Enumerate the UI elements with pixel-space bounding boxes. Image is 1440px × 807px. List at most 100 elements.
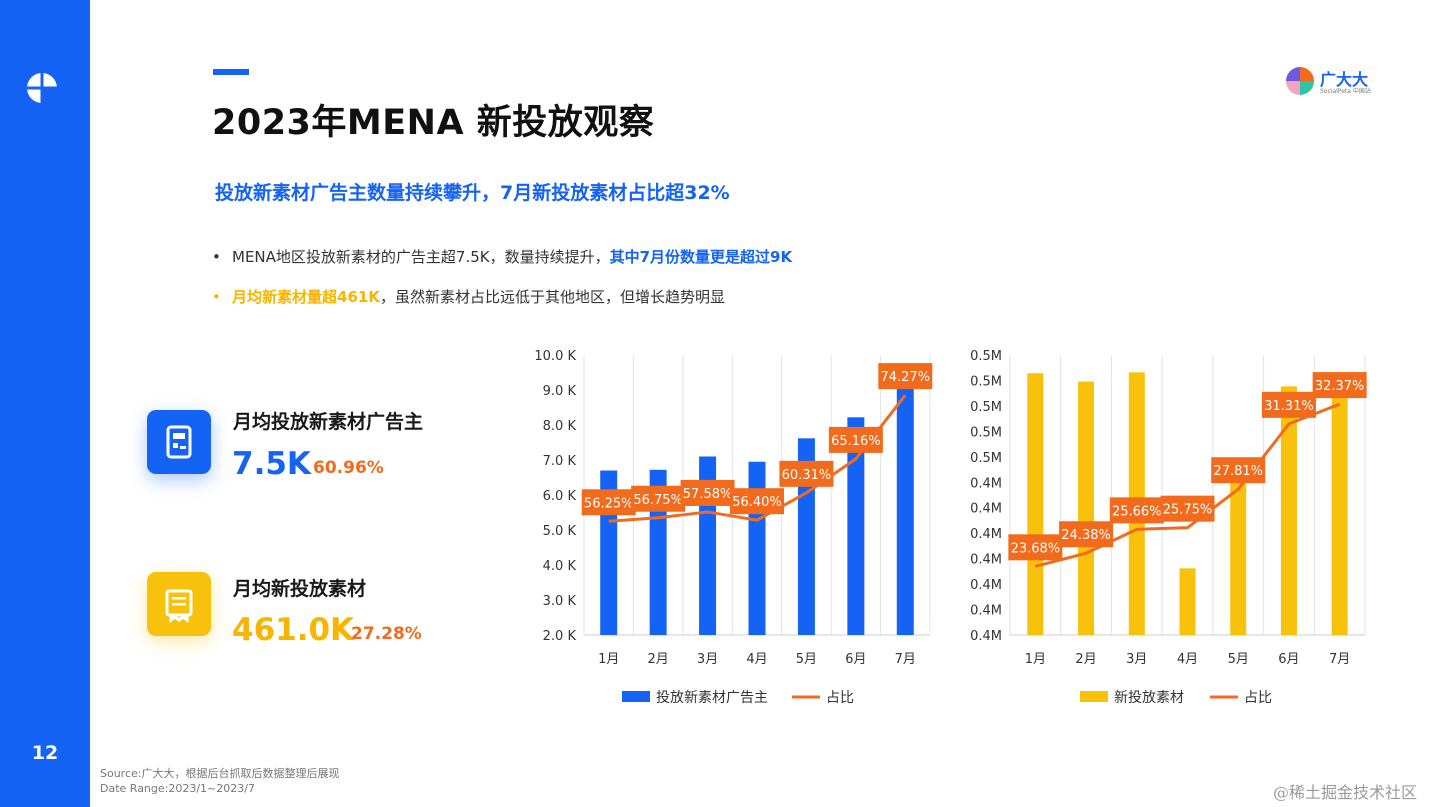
page-subtitle: 投放新素材广告主数量持续攀升，7月新投放素材占比超32% — [215, 182, 730, 204]
legend-bar-swatch — [1080, 691, 1108, 702]
data-label-box — [779, 460, 834, 487]
page-number: 12 — [31, 742, 59, 764]
y-tick-label: 4.0 K — [543, 559, 577, 574]
creative-doc-icon — [147, 572, 211, 636]
data-label-box — [1261, 391, 1316, 418]
bar-2月 — [1078, 381, 1095, 635]
kpi-advertiser-label: 月均投放新素材广告主 — [233, 411, 424, 433]
pie-logo-icon — [26, 72, 58, 104]
data-label-5月: 60.31% — [782, 468, 832, 483]
data-label-box — [878, 363, 933, 390]
y-tick-label: 9.0 K — [543, 384, 577, 399]
kpi-creative-pct: 27.28% — [351, 624, 422, 644]
kpi-advertiser-pct: 60.96% — [313, 458, 384, 478]
y-tick-label: 5.0 K — [543, 524, 577, 539]
data-label-3月: 57.58% — [683, 487, 733, 502]
kpi-creative-value: 461.0K — [232, 612, 355, 648]
x-tick-label: 6月 — [1278, 652, 1299, 667]
creative-doc-glyph — [165, 589, 193, 623]
bullet-point-1: • MENA地区投放新素材的广告主超7.5K，数量持续提升，其中7月份数量更是超过… — [212, 246, 792, 267]
y-tick-label: 0.5M — [970, 349, 1002, 364]
bar-6月 — [847, 417, 865, 635]
data-label-box — [1312, 372, 1367, 399]
title-accent-bar — [213, 69, 249, 75]
bullet-dot: • — [212, 288, 221, 306]
bullet-dot: • — [212, 248, 221, 266]
x-tick-label: 3月 — [697, 652, 718, 667]
brand-logo: 广大大 SocialPeta 中国站 — [1286, 66, 1386, 98]
legend-line-label: 占比 — [826, 690, 854, 706]
bar-7月 — [896, 381, 914, 635]
y-tick-label: 0.5M — [970, 425, 1002, 440]
page-title: 2023年MENA 新投放观察 — [212, 103, 655, 143]
date-range-line: Date Range:2023/1~2023/7 — [100, 782, 255, 795]
advertiser-card-glyph — [166, 425, 192, 459]
data-label-7月: 32.37% — [1315, 379, 1365, 394]
x-tick-label: 1月 — [598, 652, 619, 667]
advertiser-combo-chart: 10.0 K 9.0 K 8.0 K 7.0 K 6.0 K 5.0 K 4.0 K 3.0 … — [534, 349, 933, 706]
data-label-7月: 74.27% — [880, 370, 930, 385]
x-tick-label: 5月 — [1228, 652, 1249, 667]
y-tick-label: 3.0 K — [543, 594, 577, 609]
x-tick-label: 6月 — [845, 652, 866, 667]
data-label-box — [1211, 457, 1266, 484]
data-label-box — [1109, 497, 1164, 524]
data-label-3月: 25.66% — [1112, 504, 1162, 519]
data-label-2月: 24.38% — [1061, 528, 1111, 543]
y-tick-label: 0.5M — [970, 374, 1002, 389]
data-label-1月: 56.25% — [584, 496, 634, 511]
y-tick-label: 0.4M — [970, 553, 1002, 568]
x-tick-label: 7月 — [895, 652, 916, 667]
bar-7月 — [1331, 383, 1348, 635]
brand-pie-icon — [1286, 67, 1314, 95]
source-note: Source:广大大，根据后台抓取后数据整理后展现 Date Range:202… — [100, 766, 340, 796]
watermark: @稀土掘金技术社区 — [1273, 783, 1418, 802]
data-label-box — [828, 426, 883, 453]
data-label-box — [1008, 534, 1063, 561]
bar-5月 — [1230, 459, 1247, 635]
data-label-box — [1059, 521, 1114, 548]
bar-4月 — [1179, 568, 1196, 635]
x-tick-label: 1月 — [1025, 652, 1046, 667]
x-tick-label: 3月 — [1126, 652, 1147, 667]
source-line: Source:广大大，根据后台抓取后数据整理后展现 — [100, 767, 340, 780]
y-tick-label: 6.0 K — [543, 489, 577, 504]
advertiser-card-icon — [147, 410, 211, 474]
data-label-4月: 56.40% — [732, 495, 782, 510]
legend-line-label: 占比 — [1244, 690, 1272, 706]
y-tick-label: 10.0 K — [534, 349, 576, 364]
bullet-text: ，虽然新素材占比远低于其他地区，但增长趋势明显 — [379, 288, 725, 306]
y-tick-label: 8.0 K — [543, 419, 577, 434]
bar-6月 — [1280, 386, 1297, 635]
x-tick-label: 2月 — [648, 652, 669, 667]
x-tick-label: 5月 — [796, 652, 817, 667]
data-label-2月: 56.75% — [633, 493, 683, 508]
legend-bar-swatch — [622, 691, 650, 702]
y-tick-label: 0.5M — [970, 400, 1002, 415]
y-tick-label: 0.4M — [970, 604, 1002, 619]
brand-name: 广大大 — [1320, 70, 1369, 89]
bar-4月 — [748, 461, 766, 635]
data-label-box — [730, 488, 784, 515]
y-tick-label: 0.4M — [970, 629, 1002, 644]
y-tick-label: 0.4M — [970, 578, 1002, 593]
creative-combo-chart: 0.5M 0.5M 0.5M 0.5M 0.5M 0.4M 0.4M 0.4M 0.4M 0.4M… — [970, 349, 1367, 706]
data-label-5月: 27.81% — [1213, 464, 1263, 479]
data-label-6月: 31.31% — [1264, 399, 1314, 414]
bullet-highlight: 月均新素材量超461K — [232, 288, 380, 306]
legend-bar-label: 投放新素材广告主 — [656, 690, 768, 706]
data-label-box — [1160, 495, 1215, 522]
y-tick-label: 2.0 K — [543, 629, 577, 644]
legend-bar-label: 新投放素材 — [1114, 690, 1184, 706]
share-line — [1034, 402, 1341, 568]
bullet-highlight: 其中7月份数量更是超过9K — [609, 248, 793, 266]
kpi-creative-label: 月均新投放素材 — [233, 578, 367, 600]
share-line — [608, 394, 907, 523]
y-tick-label: 0.4M — [970, 476, 1002, 491]
y-tick-label: 0.4M — [970, 527, 1002, 542]
brand-tagline: SocialPeta 中国站 — [1320, 88, 1371, 95]
kpi-advertiser-value: 7.5K — [232, 446, 311, 482]
x-tick-label: 4月 — [1177, 652, 1198, 667]
y-tick-label: 0.5M — [970, 451, 1002, 466]
data-label-box — [631, 485, 686, 512]
